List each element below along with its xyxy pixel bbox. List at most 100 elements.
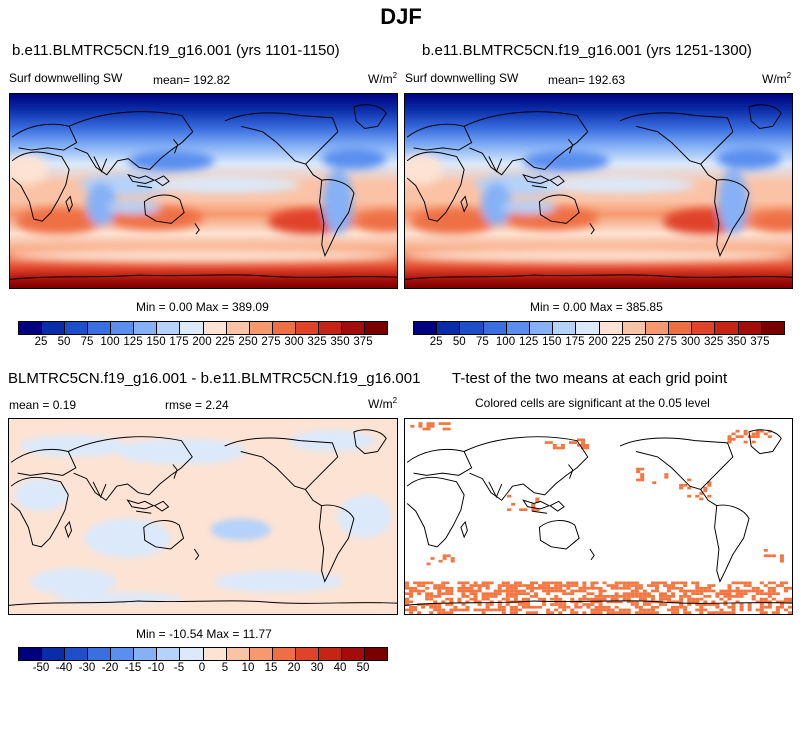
- significant-cell: [501, 589, 506, 593]
- significant-cell: [739, 592, 744, 596]
- significant-cell: [646, 584, 651, 587]
- significant-cell: [691, 592, 696, 596]
- significant-cell: [525, 597, 530, 601]
- significant-cell: [699, 497, 704, 501]
- significant-cell: [485, 608, 490, 612]
- significant-cell: [558, 597, 563, 601]
- significant-cell: [505, 592, 510, 596]
- significant-cell: [679, 597, 684, 601]
- colorbar-tick-label: 100: [100, 336, 120, 348]
- significant-cell: [675, 608, 680, 612]
- significant-cell: [622, 586, 627, 590]
- panel-c-map: [8, 418, 398, 615]
- significant-cell: [663, 603, 668, 606]
- significant-cell: [683, 611, 688, 614]
- significant-cell: [525, 611, 530, 614]
- significant-cell: [505, 603, 510, 606]
- colorbar-tick-label: 5: [221, 662, 229, 674]
- significant-cell: [413, 581, 418, 585]
- significant-cell: [687, 494, 692, 498]
- significant-cell: [715, 592, 720, 596]
- significant-cell: [731, 595, 736, 598]
- significant-cell: [735, 592, 740, 596]
- significant-cell: [485, 592, 490, 596]
- colorbar-tick-label: 50: [356, 662, 370, 674]
- colorbar-tick-label: 40: [333, 662, 347, 674]
- significant-cell: [481, 608, 486, 612]
- colorbar-swatch: [692, 322, 716, 334]
- significant-cell: [695, 597, 700, 601]
- colorbar-swatch: [272, 322, 296, 334]
- significant-cell: [574, 584, 579, 587]
- significant-cell: [663, 584, 668, 587]
- significant-cell: [529, 611, 534, 614]
- significant-cell: [759, 581, 764, 585]
- significant-cell: [775, 600, 780, 604]
- significant-cell: [594, 600, 599, 604]
- colorbar-tick-label: -10: [147, 662, 165, 674]
- colorbar-swatch: [576, 322, 600, 334]
- significant-cell: [497, 603, 502, 606]
- significant-cell: [473, 589, 478, 593]
- significant-cell: [477, 608, 482, 612]
- significant-cell: [465, 595, 470, 598]
- significant-cell: [727, 589, 732, 593]
- significant-cell: [687, 611, 692, 614]
- panel-a-title: b.e11.BLMTRC5CN.f19_g16.001 (yrs 1101-11…: [12, 42, 340, 59]
- significant-cell: [453, 608, 458, 612]
- significant-cell: [542, 603, 547, 606]
- colorbar-tick-label: 325: [704, 336, 724, 348]
- significant-cell: [614, 595, 619, 598]
- significant-cell: [703, 486, 708, 490]
- significant-cell: [550, 581, 555, 585]
- significant-cell: [646, 595, 651, 598]
- significant-cell: [558, 581, 563, 585]
- significant-cell: [767, 592, 772, 596]
- significant-cell: [437, 586, 442, 590]
- significant-cell: [638, 608, 643, 612]
- significant-cell: [711, 589, 716, 593]
- significant-cell: [473, 600, 478, 604]
- significant-cell: [650, 605, 655, 609]
- significant-cell: [618, 600, 623, 604]
- significant-cell: [437, 608, 442, 612]
- significant-cell: [501, 608, 506, 612]
- colorbar-swatch: [19, 648, 43, 660]
- significant-cell: [505, 584, 510, 587]
- significant-cell: [489, 600, 494, 604]
- significant-cell: [658, 581, 663, 585]
- significant-cell: [727, 586, 732, 590]
- significant-cell: [501, 597, 506, 601]
- significant-cell: [767, 595, 772, 598]
- significant-cell: [457, 597, 462, 601]
- colorbar-tick-label: 175: [169, 336, 189, 348]
- significant-cell: [650, 581, 655, 585]
- colorbar-swatch: [226, 648, 250, 660]
- colorbar-tick-label: 200: [588, 336, 608, 348]
- significant-cell: [531, 505, 536, 509]
- significant-cell: [469, 597, 474, 601]
- panel-b-title: b.e11.BLMTRC5CN.f19_g16.001 (yrs 1251-13…: [422, 42, 752, 59]
- significant-cell: [473, 584, 478, 587]
- significant-cell: [410, 424, 415, 428]
- significant-cell: [658, 592, 663, 596]
- significant-cell: [570, 589, 575, 593]
- significant-cells: [405, 422, 792, 614]
- significant-cell: [751, 589, 756, 593]
- colorbar-swatch: [622, 322, 646, 334]
- significant-cell: [640, 475, 645, 479]
- significant-cell: [477, 603, 482, 606]
- colorbar-swatch: [669, 322, 693, 334]
- significant-cell: [590, 608, 595, 612]
- significant-cell: [783, 589, 788, 593]
- significant-cell: [525, 592, 530, 596]
- colorbar-tick-label: 50: [57, 336, 71, 348]
- significant-cell: [461, 586, 466, 590]
- significant-cell: [538, 586, 543, 590]
- colorbar-tick-label: 10: [241, 662, 255, 674]
- significant-cell: [433, 584, 438, 587]
- significant-cell: [546, 584, 551, 587]
- significant-cell: [441, 600, 446, 604]
- significant-cell: [574, 611, 579, 614]
- significant-cell: [727, 611, 732, 614]
